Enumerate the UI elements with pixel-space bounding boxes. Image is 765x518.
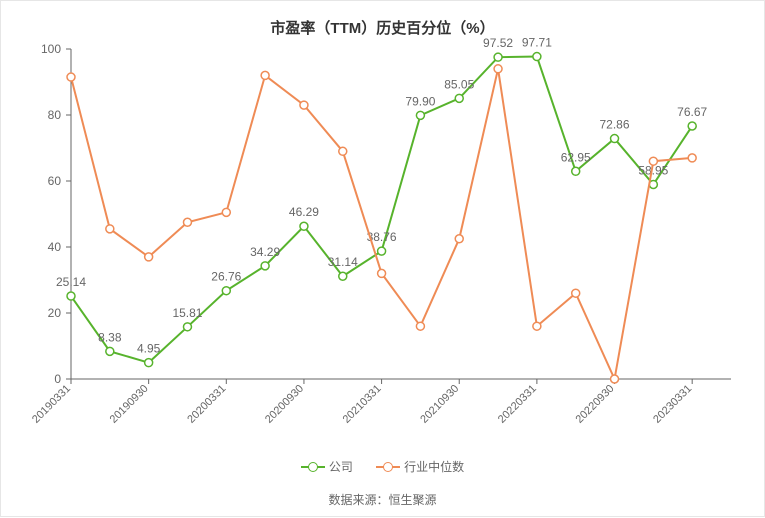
svg-text:0: 0 bbox=[54, 372, 61, 386]
svg-text:20200930: 20200930 bbox=[263, 383, 306, 426]
svg-text:40: 40 bbox=[48, 240, 62, 254]
legend-label-company: 公司 bbox=[329, 458, 353, 475]
svg-text:62.95: 62.95 bbox=[561, 150, 591, 164]
legend: 公司 行业中位数 bbox=[1, 458, 764, 476]
svg-text:34.29: 34.29 bbox=[250, 245, 280, 259]
svg-text:20210331: 20210331 bbox=[341, 383, 384, 426]
legend-label-industry: 行业中位数 bbox=[404, 458, 464, 475]
svg-text:97.71: 97.71 bbox=[522, 36, 552, 50]
svg-text:20190331: 20190331 bbox=[30, 383, 73, 426]
svg-text:26.76: 26.76 bbox=[211, 270, 241, 284]
svg-text:20200331: 20200331 bbox=[185, 383, 228, 426]
svg-text:72.86: 72.86 bbox=[600, 118, 630, 132]
svg-text:20190930: 20190930 bbox=[108, 383, 151, 426]
svg-text:20230331: 20230331 bbox=[651, 383, 694, 426]
svg-text:97.52: 97.52 bbox=[483, 36, 513, 50]
svg-text:76.67: 76.67 bbox=[677, 105, 707, 119]
legend-swatch-industry bbox=[376, 461, 400, 473]
svg-text:8.38: 8.38 bbox=[98, 330, 122, 344]
svg-text:100: 100 bbox=[41, 42, 61, 56]
svg-text:31.14: 31.14 bbox=[328, 255, 358, 269]
legend-item-company[interactable]: 公司 bbox=[301, 458, 353, 475]
svg-text:25.14: 25.14 bbox=[56, 275, 86, 289]
svg-text:79.90: 79.90 bbox=[405, 94, 435, 108]
svg-text:85.05: 85.05 bbox=[444, 77, 474, 91]
svg-text:4.95: 4.95 bbox=[137, 342, 161, 356]
chart-container: 市盈率（TTM）历史百分位（%） 02040608010020190331201… bbox=[0, 0, 765, 517]
data-source: 数据来源：恒生聚源 bbox=[1, 491, 764, 508]
svg-text:20220930: 20220930 bbox=[574, 383, 617, 426]
plot-area: 0 20 40 60 80 100 20190331 20190930 20200331 2020… bbox=[1, 1, 765, 518]
svg-text:15.81: 15.81 bbox=[172, 306, 202, 320]
legend-swatch-company bbox=[301, 461, 325, 473]
svg-text:20220331: 20220331 bbox=[496, 383, 539, 426]
svg-text:20210930: 20210930 bbox=[418, 383, 461, 426]
svg-text:20: 20 bbox=[48, 306, 62, 320]
legend-item-industry[interactable]: 行业中位数 bbox=[376, 458, 464, 475]
svg-text:80: 80 bbox=[48, 108, 62, 122]
svg-text:60: 60 bbox=[48, 174, 62, 188]
svg-text:46.29: 46.29 bbox=[289, 205, 319, 219]
